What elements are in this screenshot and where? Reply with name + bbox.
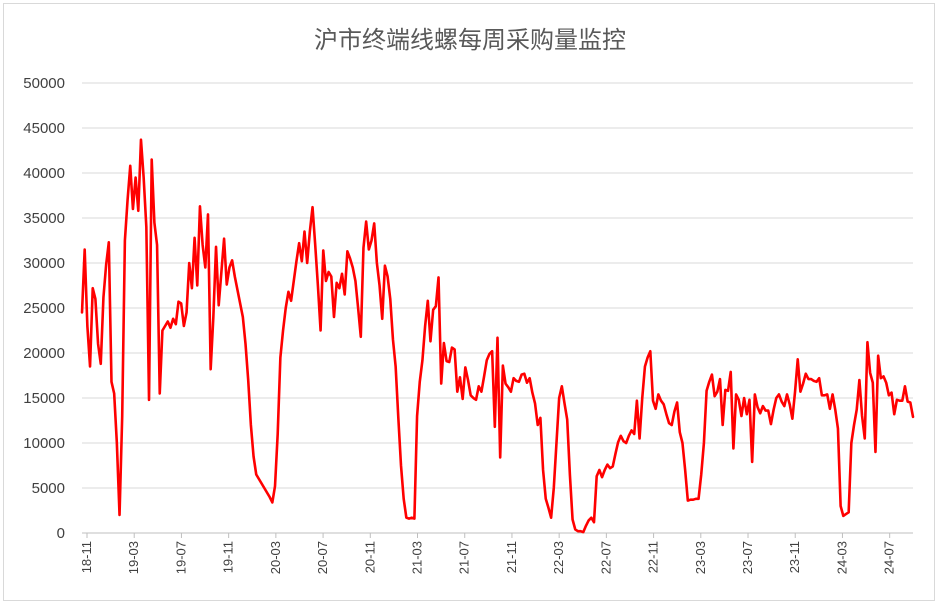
y-tick-label-6: 30000 [23, 255, 65, 272]
x-tick-label-2: 19-07 [173, 541, 188, 574]
x-tick-label-4: 20-03 [268, 541, 283, 574]
y-tick-label-2: 10000 [23, 435, 65, 452]
y-tick-label-10: 50000 [23, 75, 65, 92]
chart-title: 沪市终端线螺每周采购量监控 [314, 26, 626, 54]
x-tick-label-10: 22-03 [551, 541, 566, 574]
x-tick-label-9: 21-11 [504, 541, 519, 573]
series-layer [80, 138, 915, 534]
y-tick-label-9: 45000 [23, 120, 65, 137]
x-tick-label-8: 21-07 [457, 541, 472, 574]
x-tick-label-11: 22-07 [598, 541, 613, 574]
y-axis-ticks: 0 5000 10000 15000 20000 25000 30000 35000 40000… [23, 75, 65, 542]
x-tick-label-3: 19-11 [221, 541, 236, 573]
x-tick-label-13: 23-03 [693, 541, 708, 574]
x-tick-label-16: 24-03 [834, 541, 849, 574]
x-tick-label-5: 20-07 [315, 541, 330, 574]
y-tick-label-5: 25000 [23, 300, 65, 317]
gridlines [82, 82, 913, 534]
x-tick-label-6: 20-11 [362, 541, 377, 573]
y-tick-label-0: 0 [57, 525, 65, 542]
y-tick-label-8: 40000 [23, 165, 65, 182]
x-tick-label-17: 24-07 [882, 541, 897, 574]
x-tick-label-7: 21-03 [410, 541, 425, 574]
y-tick-label-3: 15000 [23, 390, 65, 407]
y-tick-label-7: 35000 [23, 210, 65, 227]
x-tick-label-14: 23-07 [740, 541, 755, 574]
x-tick-label-15: 23-11 [787, 541, 802, 573]
y-tick-label-1: 5000 [32, 480, 65, 497]
x-tick-label-0: 18-11 [79, 541, 94, 573]
series-line [80, 138, 915, 534]
x-tick-label-12: 22-11 [646, 541, 661, 573]
x-axis-ticks: 18-11 19-03 19-07 19-11 20-03 20-07 20-11 21-03… [79, 533, 897, 574]
x-tick-label-1: 19-03 [126, 541, 141, 574]
y-tick-label-4: 20000 [23, 345, 65, 362]
